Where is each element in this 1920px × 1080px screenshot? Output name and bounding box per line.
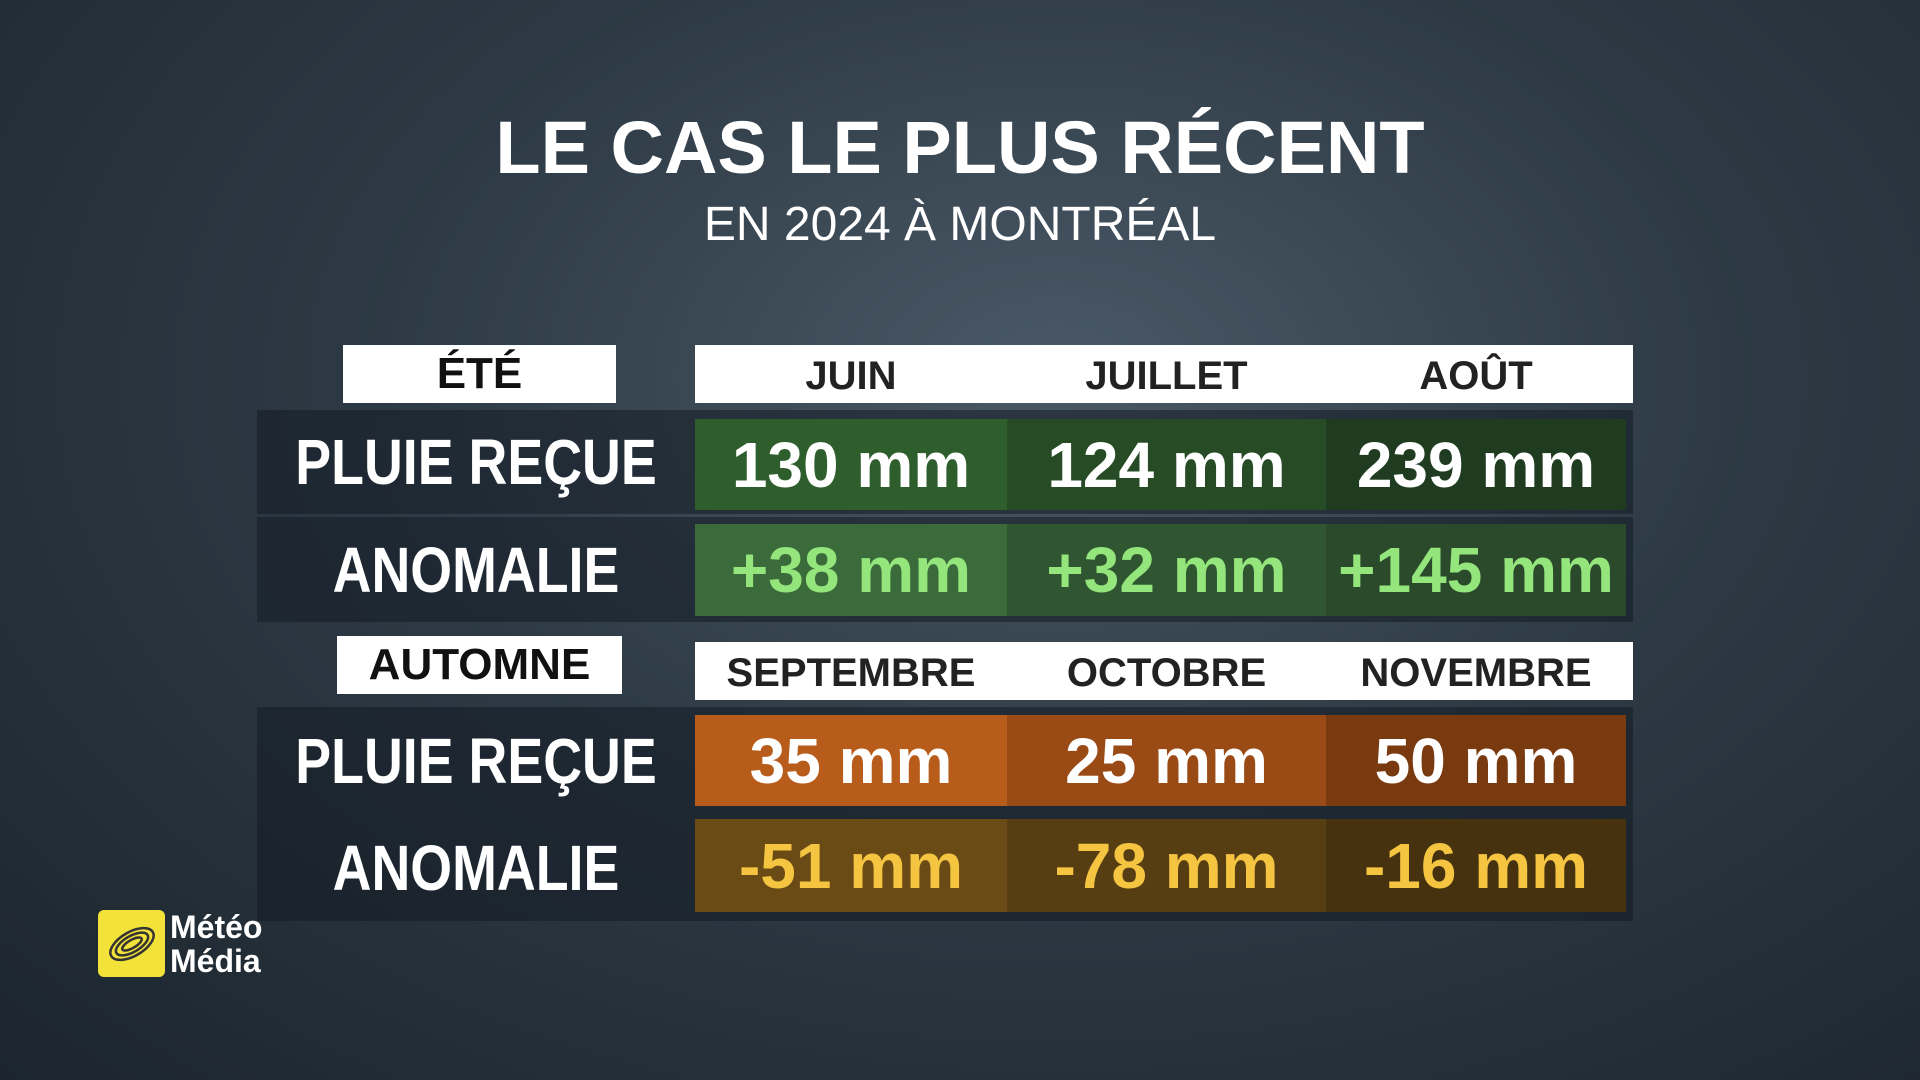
season-label: AUTOMNE: [337, 636, 622, 694]
value-cell: 50 mm: [1326, 715, 1626, 806]
row-label: PLUIE REÇUE: [295, 724, 657, 797]
row-label: ANOMALIE: [332, 831, 620, 904]
value-cell: +32 mm: [1007, 524, 1326, 616]
month-header-bar: [695, 345, 1633, 403]
value-cell: 35 mm: [695, 715, 1007, 806]
month-header-bar: [695, 642, 1633, 700]
value-cell: 239 mm: [1326, 419, 1626, 510]
value-cell: -78 mm: [1007, 819, 1326, 912]
row-label: PLUIE REÇUE: [295, 426, 657, 498]
month-header: JUIN: [805, 353, 897, 398]
value-cell: +145 mm: [1326, 524, 1626, 616]
season-label: ÉTÉ: [343, 345, 616, 403]
month-header: SEPTEMBRE: [726, 650, 976, 695]
logo-line: Média: [170, 943, 261, 979]
logo-icon: [98, 910, 165, 977]
value-cell: 124 mm: [1007, 419, 1326, 510]
value-cell: -16 mm: [1326, 819, 1626, 912]
logo-text: Météo Média: [170, 908, 280, 980]
month-header: NOVEMBRE: [1360, 650, 1592, 695]
month-header: JUILLET: [1085, 353, 1248, 398]
title: LE CAS LE PLUS RÉCENT: [495, 106, 1425, 189]
month-header: OCTOBRE: [1066, 650, 1267, 695]
value-cell: -51 mm: [695, 819, 1007, 912]
logo-line: Météo: [170, 909, 263, 945]
subtitle: EN 2024 À MONTRÉAL: [703, 197, 1217, 251]
value-cell: 130 mm: [695, 419, 1007, 510]
logo-swirl: [108, 926, 155, 961]
row-label: ANOMALIE: [332, 533, 620, 606]
month-header: AOÛT: [1419, 353, 1533, 398]
value-cell: +38 mm: [695, 524, 1007, 616]
value-cell: 25 mm: [1007, 715, 1326, 806]
